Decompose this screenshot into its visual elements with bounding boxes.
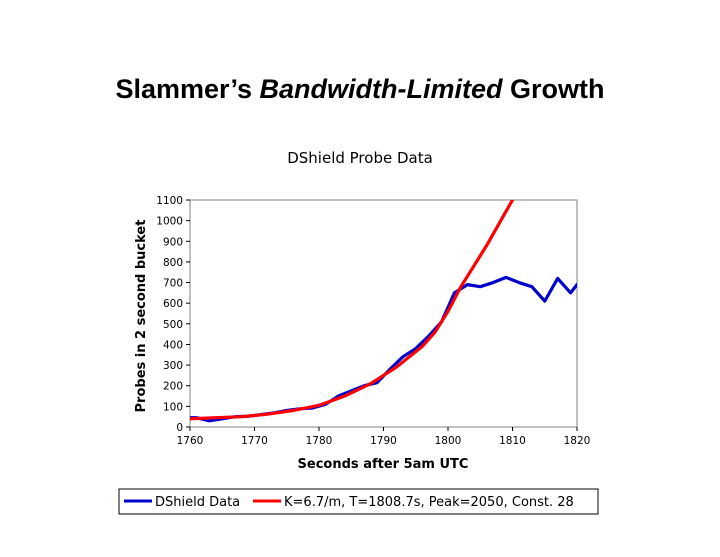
- x-tick-label: 1790: [370, 435, 397, 447]
- y-tick-label: 900: [163, 236, 183, 248]
- y-tick-label: 400: [163, 339, 183, 351]
- slide-title-emphasis: Bandwidth-Limited: [259, 74, 503, 104]
- y-tick-label: 600: [163, 298, 183, 310]
- y-tick-label: 500: [163, 319, 183, 331]
- chart-title: DShield Probe Data: [287, 149, 433, 167]
- legend-label-model: K=6.7/m, T=1808.7s, Peak=2050, Const. 28: [284, 495, 574, 510]
- x-axis-label: Seconds after 5am UTC: [298, 457, 469, 472]
- legend: DShield Data K=6.7/m, T=1808.7s, Peak=20…: [118, 488, 599, 515]
- y-axis-label: Probes in 2 second bucket: [134, 220, 149, 413]
- y-tick-label: 1000: [156, 216, 183, 228]
- series-line-model: [190, 200, 515, 421]
- y-tick-label: 0: [176, 422, 183, 434]
- y-tick-label: 100: [163, 401, 183, 413]
- slide-title: Slammer’s Bandwidth-Limited Growth: [0, 74, 720, 105]
- x-tick-label: 1760: [177, 435, 204, 447]
- series-layer: [190, 200, 577, 423]
- slide-title-part2: Growth: [502, 74, 605, 104]
- x-tick-label: 1820: [564, 435, 591, 447]
- x-tick-label: 1770: [241, 435, 268, 447]
- plot-area: [189, 199, 578, 428]
- y-axis: 0 100 200 300 400 500 600 700 800 900 1000 1100: [156, 195, 190, 434]
- slide-title-part1: Slammer’s: [115, 74, 260, 104]
- x-tick-label: 1780: [306, 435, 333, 447]
- x-tick-label: 1810: [499, 435, 526, 447]
- legend-label-dshield: DShield Data: [155, 495, 240, 510]
- y-tick-label: 800: [163, 257, 183, 269]
- x-axis: 1760 1770 1780 1790 1800 1810 1820: [177, 427, 591, 447]
- y-tick-label: 300: [163, 360, 183, 372]
- x-tick-label: 1800: [435, 435, 462, 447]
- y-tick-label: 700: [163, 278, 183, 290]
- legend-box: [118, 488, 599, 515]
- y-tick-label: 200: [163, 381, 183, 393]
- y-tick-label: 1100: [156, 195, 183, 207]
